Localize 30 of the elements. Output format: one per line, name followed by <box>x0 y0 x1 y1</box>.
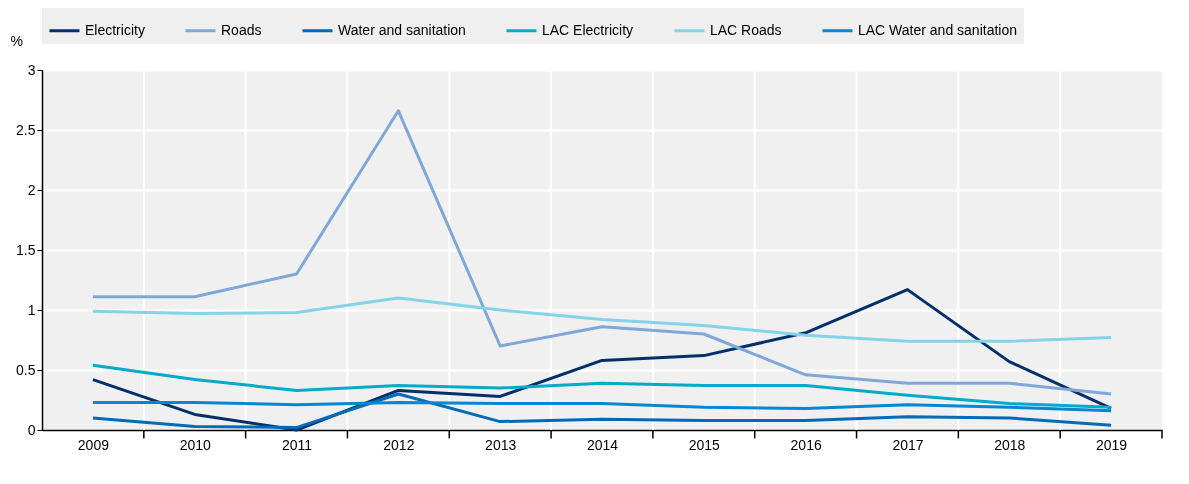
legend-label: Water and sanitation <box>338 21 466 38</box>
line-series <box>91 296 1113 343</box>
x-tick-label: 2013 <box>485 436 517 453</box>
x-tick-label: 2016 <box>790 436 822 453</box>
x-tick-label: 2009 <box>77 436 110 453</box>
y-tick-label: 0 <box>27 421 36 438</box>
x-tick-label: 2010 <box>179 436 212 453</box>
y-axis-title: % <box>10 32 23 49</box>
x-tick-label: 2017 <box>892 436 924 453</box>
x-tick-label: 2019 <box>1096 436 1128 453</box>
y-tick-label: 0.5 <box>16 361 36 378</box>
y-tick-label: 1 <box>27 301 36 318</box>
y-tick-label: 3 <box>27 61 36 78</box>
line-series <box>91 363 1113 409</box>
y-tick-label: 1.5 <box>16 241 36 258</box>
legend-label: LAC Electricity <box>542 21 634 38</box>
y-tick-label: 2.5 <box>16 121 36 138</box>
x-tick-label: 2011 <box>281 436 313 453</box>
legend-label: LAC Water and sanitation <box>858 21 1018 38</box>
x-tick-label: 2015 <box>688 436 721 453</box>
x-tick-label: 2012 <box>383 436 415 453</box>
y-tick-label: 2 <box>27 181 36 198</box>
line-series <box>91 400 1113 413</box>
x-tick-label: 2018 <box>994 436 1026 453</box>
line-series <box>91 392 1113 430</box>
line-series <box>91 109 1113 396</box>
x-tick-label: 2014 <box>586 436 619 453</box>
legend-label: LAC Roads <box>710 21 782 38</box>
legend-label: Electricity <box>85 21 145 38</box>
legend-label: Roads <box>221 21 262 38</box>
